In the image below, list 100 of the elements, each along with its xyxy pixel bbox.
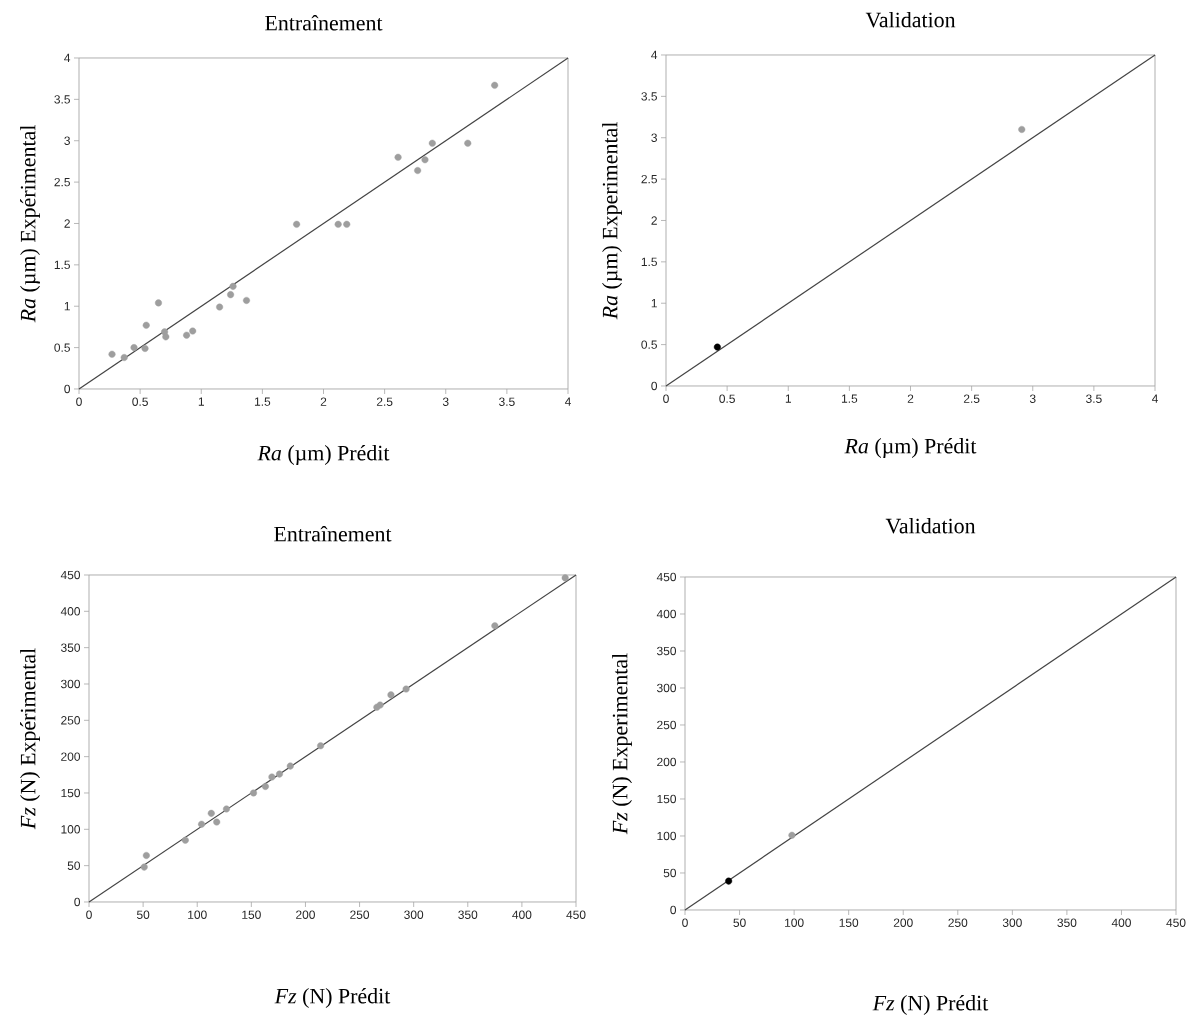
x-tick-label: 4: [564, 397, 571, 406]
point: [334, 220, 342, 228]
y-tick-label: 3: [64, 136, 70, 145]
y-tick-label: 2: [651, 216, 657, 225]
x-tick-label: 150: [242, 910, 261, 919]
y-axis-title: Ra (µm) Expérimental: [20, 125, 40, 323]
x-tick-label: 0.5: [719, 394, 735, 403]
x-tick-label: 100: [785, 918, 804, 927]
point: [286, 762, 294, 770]
x-axis-title: Fz (N) Prédit: [274, 988, 391, 1008]
y-tick-label: 1.5: [641, 257, 657, 267]
x-tick-label: 350: [1057, 918, 1077, 927]
point: [250, 789, 258, 797]
y-tick-label: 0: [74, 897, 81, 907]
y-tick-label: 250: [61, 716, 81, 725]
y-tick-label: 3: [651, 133, 657, 142]
x-tick-label: 400: [512, 910, 532, 919]
y-tick-label: 0: [64, 384, 71, 394]
point: [268, 773, 276, 781]
point: [141, 344, 149, 352]
x-tick-label: 0: [682, 918, 688, 927]
y-axis-title: Fz (N) Experimental: [612, 653, 632, 835]
y-tick-label: 150: [61, 788, 81, 798]
chart-title: Entraînement: [265, 15, 383, 31]
x-tick-label: 2.5: [376, 397, 393, 406]
y-tick-label: 350: [60, 643, 81, 652]
point: [198, 820, 206, 828]
y-tick-label: 2.5: [54, 177, 70, 187]
point: [275, 770, 283, 778]
x-tick-label: 450: [566, 910, 586, 919]
y-tick-label: 50: [663, 868, 677, 878]
chart-title: Validation: [865, 11, 956, 28]
point: [216, 303, 224, 311]
y-tick-label: 2.5: [641, 174, 657, 184]
x-tick-label: 1: [785, 394, 791, 403]
point: [162, 333, 170, 341]
y-tick-label: 0.5: [54, 343, 70, 352]
x-tick-label: 300: [404, 910, 424, 919]
y-tick-label: 400: [60, 607, 81, 616]
point: [207, 809, 215, 817]
point: [229, 282, 237, 290]
x-tick-label: 250: [948, 918, 968, 927]
x-tick-label: 0.5: [132, 397, 148, 406]
x-tick-label: 150: [839, 918, 859, 927]
point: [181, 836, 189, 844]
point: [154, 299, 162, 307]
x-tick-label: 2.5: [963, 394, 980, 403]
x-tick-label: 350: [458, 910, 478, 919]
x-axis-title: Fz (N) Prédit: [872, 995, 989, 1015]
y-tick-label: 400: [656, 609, 677, 619]
y-tick-label: 450: [656, 572, 677, 582]
y-tick-label: 0: [651, 381, 658, 391]
point: [213, 818, 221, 826]
x-tick-label: 200: [893, 918, 913, 927]
point: [464, 139, 472, 147]
y-tick-label: 200: [61, 752, 81, 761]
x-tick-label: 3.5: [1086, 394, 1102, 403]
x-tick-label: 2: [320, 397, 327, 406]
x-axis-title: Ra (µm) Prédit: [844, 438, 977, 458]
x-tick-label: 100: [188, 910, 207, 919]
x-tick-label: 50: [136, 910, 150, 919]
x-tick-label: 1: [198, 397, 204, 406]
y-tick-label: 450: [60, 570, 81, 580]
point: [183, 331, 191, 339]
point: [142, 851, 150, 859]
x-tick-label: 1.5: [254, 397, 271, 406]
point: [130, 344, 138, 352]
x-tick-label: 250: [350, 910, 370, 919]
y-tick-label: 1.5: [54, 260, 70, 270]
point: [421, 156, 429, 164]
y-tick-label: 350: [657, 646, 677, 656]
y-tick-label: 300: [657, 683, 677, 693]
point: [142, 321, 150, 329]
y-tick-label: 3.5: [641, 92, 657, 101]
point: [293, 220, 301, 228]
point: [491, 81, 499, 89]
x-tick-label: 3: [442, 397, 449, 406]
x-tick-label: 2: [907, 394, 914, 403]
point: [402, 685, 410, 693]
point: [108, 350, 116, 358]
point: [561, 574, 569, 582]
chart-title: Validation: [885, 517, 976, 534]
y-tick-label: 150: [657, 794, 677, 804]
y-tick-label: 0.5: [641, 340, 657, 349]
x-tick-label: 3: [1029, 394, 1036, 403]
point: [140, 863, 148, 871]
x-axis-title: Ra (µm) Prédit: [257, 445, 390, 465]
x-tick-label: 400: [1111, 918, 1131, 927]
point: [227, 291, 235, 299]
point: [261, 782, 269, 790]
point: [414, 167, 422, 175]
point: [491, 622, 499, 630]
y-tick-label: 3.5: [54, 95, 70, 104]
y-tick-label: 300: [60, 679, 81, 689]
y-tick-label: 1: [651, 299, 657, 308]
y-tick-label: 250: [657, 720, 677, 730]
x-tick-label: 200: [296, 910, 315, 919]
y-tick-label: 2: [64, 219, 70, 228]
x-tick-label: 300: [1002, 918, 1022, 927]
point: [120, 354, 128, 362]
